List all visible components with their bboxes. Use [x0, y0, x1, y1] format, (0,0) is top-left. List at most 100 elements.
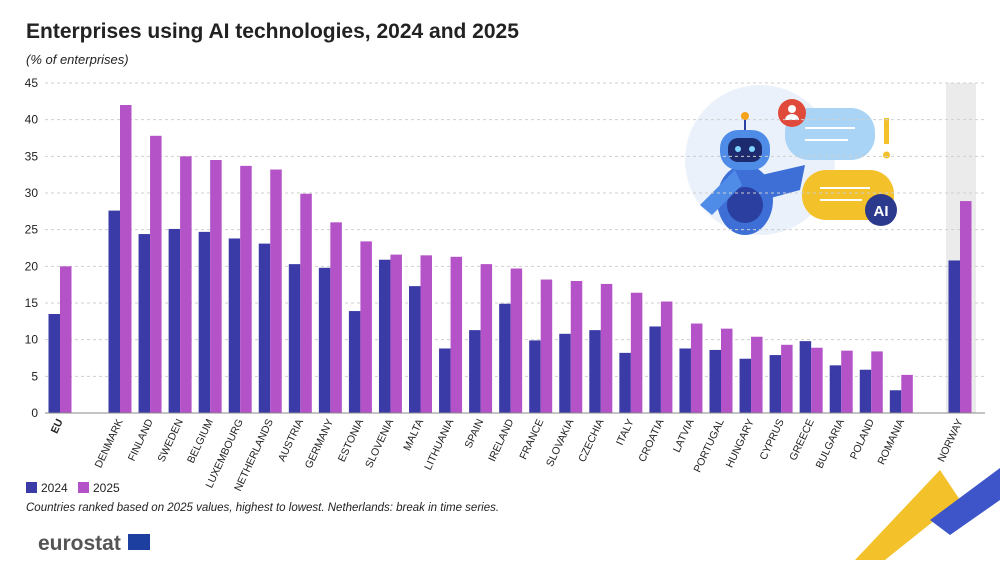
decoration	[930, 468, 1000, 535]
bar	[901, 374, 913, 413]
x-tick-label: NORWAY	[935, 417, 965, 464]
bar	[409, 286, 421, 413]
bar	[769, 355, 782, 413]
bar	[781, 344, 793, 413]
y-tick-label: 25	[25, 223, 39, 237]
y-tick-label: 45	[25, 76, 39, 90]
bar	[288, 264, 301, 413]
bar	[180, 156, 192, 414]
x-tick-label: SLOVENIA	[363, 417, 396, 470]
x-tick-label: MALTA	[401, 417, 426, 452]
bar	[559, 333, 571, 413]
bar	[679, 348, 691, 413]
bar	[859, 369, 872, 413]
x-tick-label: EU	[49, 417, 66, 435]
y-tick-label: 0	[31, 406, 38, 420]
bar	[228, 238, 241, 413]
y-tick-label: 35	[25, 149, 39, 163]
bar	[948, 260, 960, 413]
bar	[300, 193, 312, 413]
bar	[721, 328, 733, 413]
x-tick-label: CYPRUS	[757, 417, 786, 462]
bar	[690, 323, 703, 413]
bar	[108, 210, 120, 413]
x-tick-label: ESTONIA	[336, 417, 366, 464]
bar	[960, 201, 972, 413]
x-tick-label: HUNGARY	[724, 417, 757, 469]
bar	[600, 283, 613, 413]
bar	[48, 314, 60, 413]
x-tick-label: CZECHIA	[576, 417, 606, 464]
bar	[499, 303, 511, 413]
bar	[270, 169, 282, 413]
bar	[829, 365, 842, 413]
x-tick-label: AUSTRIA	[276, 417, 306, 463]
bar	[360, 241, 372, 413]
bar	[871, 351, 883, 413]
bar	[889, 390, 902, 413]
chart-subtitle: (% of enterprises)	[26, 52, 129, 67]
bar	[589, 330, 601, 413]
x-tick-label: BELGIUM	[185, 417, 216, 465]
bar	[469, 330, 481, 413]
legend-swatch	[78, 482, 89, 493]
bar	[751, 336, 763, 413]
bar	[240, 165, 252, 413]
x-tick-label: ROMANIA	[875, 417, 907, 466]
legend-label: 2025	[93, 481, 120, 495]
bar	[390, 254, 402, 413]
x-tick-label: LATVIA	[671, 417, 697, 454]
bar	[198, 231, 211, 413]
bar	[378, 259, 391, 413]
footnote: Countries ranked based on 2025 values, h…	[26, 502, 499, 514]
illustration: AI	[685, 85, 897, 235]
legend-label: 2024	[41, 481, 68, 495]
bar	[420, 255, 432, 413]
bar	[570, 281, 583, 413]
bar	[318, 267, 331, 413]
y-tick-label: 15	[25, 296, 39, 310]
bar	[540, 279, 553, 413]
bar	[60, 266, 72, 413]
bar	[439, 348, 451, 413]
bar	[168, 228, 181, 413]
x-tick-label: DENMARK	[93, 417, 126, 470]
bar	[649, 326, 661, 413]
bar	[330, 222, 342, 413]
x-tick-label: FINLAND	[126, 417, 156, 463]
bar	[348, 311, 361, 413]
svg-text:AI: AI	[874, 203, 889, 220]
bar	[210, 160, 222, 413]
x-tick-label: POLAND	[848, 417, 877, 462]
x-tick-label: FRANCE	[517, 417, 546, 461]
bar	[120, 105, 132, 413]
bar	[799, 341, 812, 413]
y-tick-label: 30	[25, 186, 39, 200]
bar	[630, 292, 643, 413]
x-tick-label: PORTUGAL	[692, 417, 727, 474]
bar	[660, 301, 673, 413]
bar	[138, 234, 151, 413]
bar	[739, 358, 752, 413]
x-tick-label: CROATIA	[636, 417, 666, 464]
bar	[709, 349, 721, 413]
logo: eurostat	[38, 532, 121, 555]
y-tick-label: 20	[25, 259, 39, 273]
bar	[529, 340, 541, 413]
y-tick-label: 10	[25, 333, 39, 347]
logo-flag	[128, 534, 150, 550]
chart-title: Enterprises using AI technologies, 2024 …	[26, 20, 519, 43]
y-tick-label: 40	[25, 113, 39, 127]
x-tick-label: GREECE	[787, 417, 817, 462]
bar	[150, 135, 162, 414]
x-tick-label: SPAIN	[462, 417, 486, 450]
x-tick-label: SLOVAKIA	[544, 417, 577, 468]
bar	[619, 352, 631, 413]
x-tick-label: BULGARIA	[814, 417, 847, 470]
x-tick-label: GERMANY	[303, 417, 336, 470]
bar	[450, 256, 463, 413]
bar	[480, 264, 493, 413]
bar	[841, 350, 853, 413]
bar	[510, 268, 523, 413]
